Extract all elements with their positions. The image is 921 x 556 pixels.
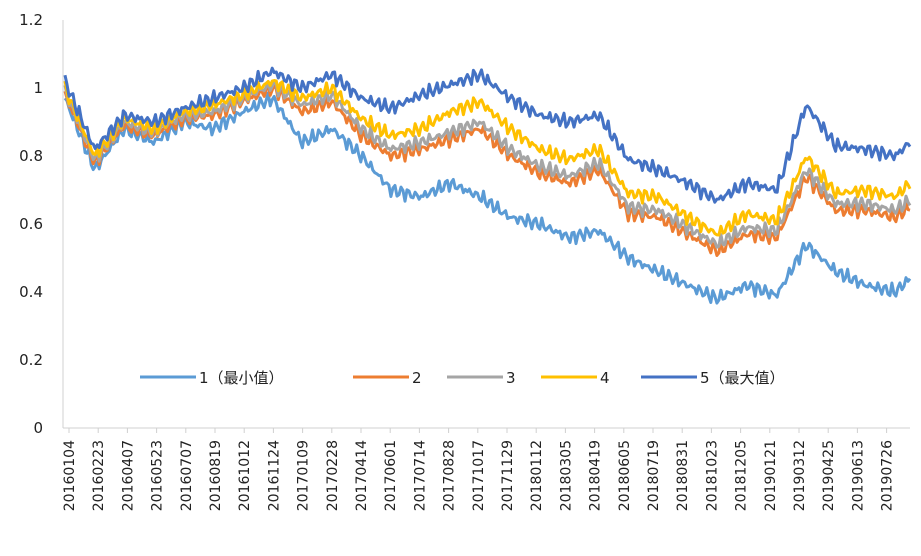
x-tick-label: 20181023 [704, 440, 720, 511]
legend-label-3: 3 [506, 369, 516, 387]
x-tick-label: 20160707 [179, 440, 195, 511]
x-tick-label: 20170414 [354, 440, 370, 511]
x-tick-label: 20190312 [792, 440, 808, 511]
y-tick-label: 0 [33, 419, 43, 437]
x-tick-label: 20160523 [150, 440, 166, 511]
x-tick-label: 20170601 [383, 440, 399, 511]
x-tick-label: 20171017 [471, 440, 487, 511]
series-line-5 [63, 66, 912, 204]
x-tick-label: 20160407 [120, 440, 136, 511]
legend-label-2: 2 [412, 369, 422, 387]
x-tick-label: 20181205 [734, 440, 750, 511]
x-tick-label: 20180831 [675, 440, 691, 511]
x-tick-label: 20180305 [558, 440, 574, 511]
legend-label-1: 1（最小值） [199, 369, 284, 387]
x-tick-label: 20180605 [617, 440, 633, 511]
x-tick-label: 20190425 [821, 440, 837, 511]
y-tick-label: 1.2 [19, 11, 43, 29]
y-tick-label: 0.8 [19, 147, 43, 165]
x-tick-label: 20170109 [296, 440, 312, 511]
x-tick-label: 20170228 [325, 440, 341, 511]
x-tick-label: 20180112 [529, 440, 545, 511]
x-tick-label: 20170828 [442, 440, 458, 511]
series-line-1 [63, 91, 912, 305]
x-tick-label: 20160819 [208, 440, 224, 511]
x-tick-label: 20160223 [91, 440, 107, 511]
x-tick-label: 20190121 [763, 440, 779, 511]
y-tick-label: 0.2 [19, 351, 43, 369]
legend-label-5: 5（最大值） [700, 369, 785, 387]
x-tick-label: 20161012 [237, 440, 253, 511]
x-tick-label: 20190726 [880, 440, 896, 511]
x-tick-label: 20161124 [266, 440, 282, 511]
y-tick-label: 0.4 [19, 283, 43, 301]
series-line-2 [63, 81, 911, 257]
legend-label-4: 4 [600, 369, 610, 387]
x-tick-label: 20170714 [412, 440, 428, 511]
y-tick-label: 1 [33, 79, 43, 97]
series-lines [63, 66, 912, 305]
legend: 1（最小值） 2 3 4 5（最大值） [140, 369, 785, 387]
x-tick-label: 20180719 [646, 440, 662, 511]
y-tick-label: 0.6 [19, 215, 43, 233]
x-tick-label: 20190613 [850, 440, 866, 511]
x-tick-label: 20171129 [500, 440, 516, 511]
y-axis: 0 0.2 0.4 0.6 0.8 1 1.2 [19, 11, 64, 437]
x-axis: 20160104 20160223 20160407 20160523 20160707… [62, 427, 910, 511]
x-tick-label: 20160104 [62, 440, 78, 511]
x-tick-label: 20180419 [588, 440, 604, 511]
